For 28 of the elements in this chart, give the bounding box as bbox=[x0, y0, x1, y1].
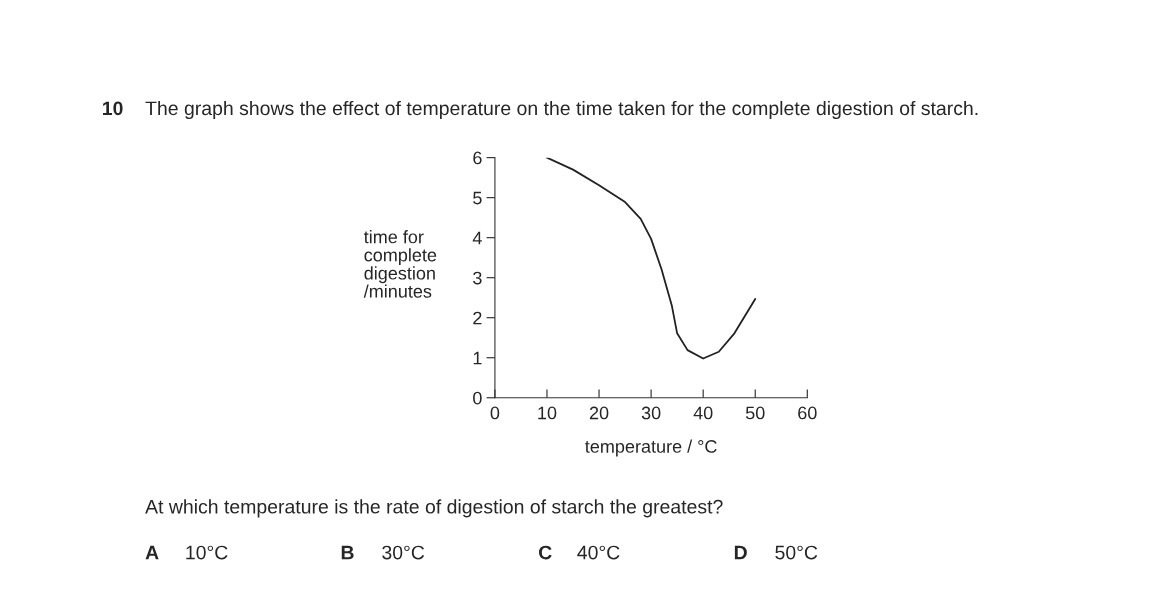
text: C bbox=[539, 545, 552, 560]
text: At which temperature is the rate of digestion of starch the greatest? bbox=[145, 499, 723, 518]
text: A bbox=[145, 545, 159, 560]
x-tick-label: 20 bbox=[589, 406, 609, 420]
x-axis-title: temperature / °C bbox=[585, 439, 717, 457]
line-series bbox=[546, 157, 757, 360]
y-tick-label: 5 bbox=[473, 191, 482, 205]
text: 10°C bbox=[186, 545, 228, 560]
y-tick-label: 2 bbox=[473, 311, 482, 325]
text: B bbox=[341, 545, 354, 560]
x-tick-label: 0 bbox=[490, 406, 500, 420]
x-tick-label: 10 bbox=[538, 406, 557, 420]
text: The graph shows the effect of temperature on the time taken for the complete digestion of starch. bbox=[145, 100, 978, 120]
text: D bbox=[734, 545, 747, 560]
y-tick-label: 3 bbox=[473, 271, 482, 285]
x-tick-label: 60 bbox=[798, 406, 817, 420]
text: 30°C bbox=[382, 545, 425, 560]
x-tick-label: 30 bbox=[641, 406, 661, 420]
x-tick-label: 50 bbox=[745, 406, 765, 420]
y-tick-label: 0 bbox=[473, 391, 482, 405]
x-tick-label: 40 bbox=[693, 406, 713, 420]
text: 40°C bbox=[577, 545, 620, 560]
y-tick-label: 1 bbox=[473, 351, 482, 365]
text: 10 bbox=[103, 101, 123, 116]
y-tick-label: 6 bbox=[473, 151, 482, 165]
text: 50°C bbox=[775, 545, 818, 560]
y-tick-label: 4 bbox=[472, 231, 482, 245]
y-axis-title: time for complete digestion /minutes bbox=[363, 230, 437, 298]
